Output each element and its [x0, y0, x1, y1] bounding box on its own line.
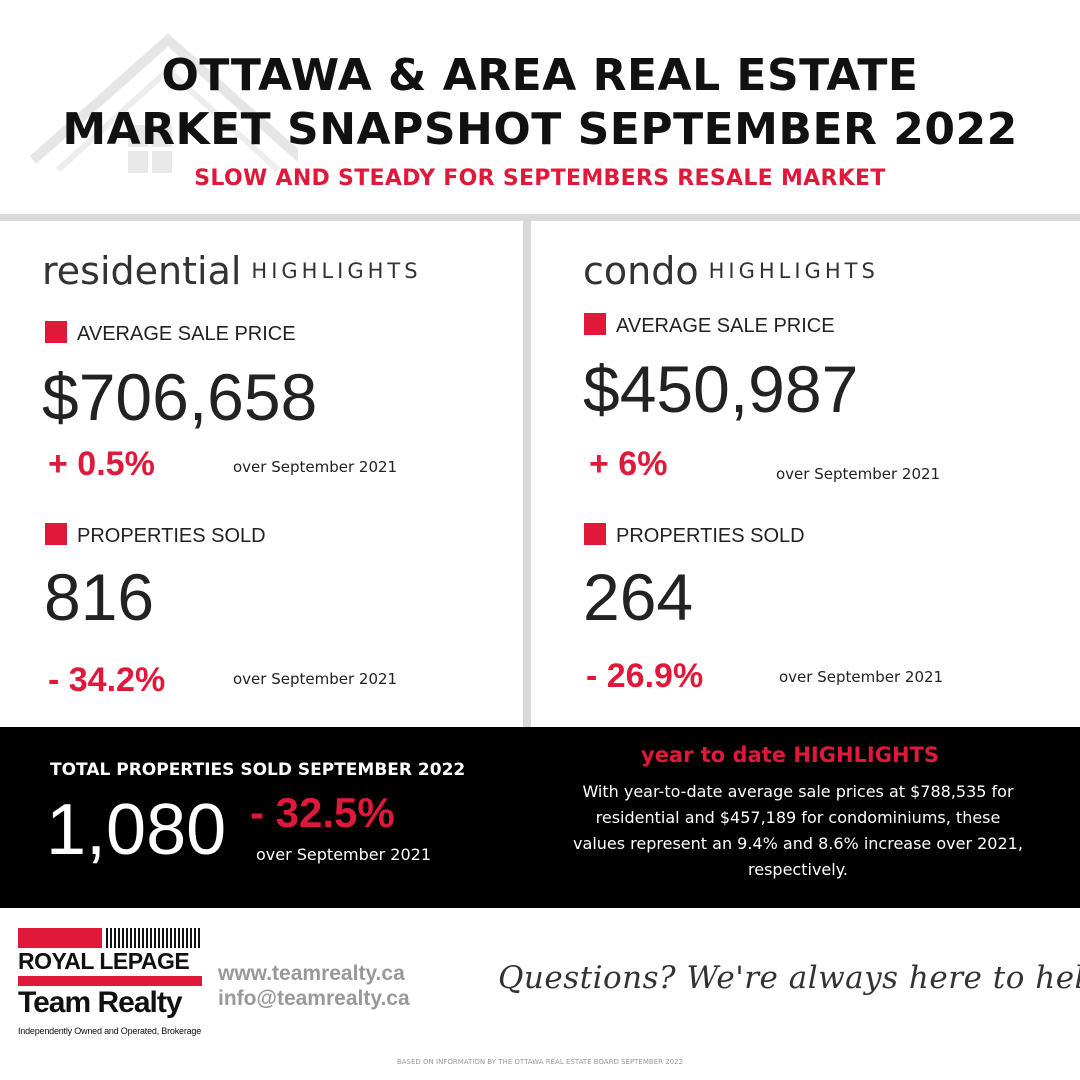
- column-divider: [523, 221, 531, 727]
- residential-highlights-title: residential HIGHLIGHTS: [42, 249, 422, 293]
- header-divider: [0, 214, 1080, 221]
- page-title-line-2: MARKET SNAPSHOT SEPTEMBER 2022: [62, 104, 1018, 155]
- residential-sold: 816: [44, 560, 155, 634]
- contact-info: www.teamrealty.ca info@teamrealty.ca: [218, 961, 410, 1011]
- condo-title-word: condo: [583, 249, 699, 293]
- website-link[interactable]: www.teamrealty.ca: [218, 962, 405, 985]
- condo-avg-price: $450,987: [583, 352, 859, 426]
- email-link[interactable]: info@teamrealty.ca: [218, 987, 410, 1010]
- logo-stripe-pattern: [106, 928, 202, 948]
- condo-sold-label: PROPERTIES SOLD: [584, 523, 805, 548]
- logo-red-bar: [18, 928, 102, 948]
- header: OTTAWA & AREA REAL ESTATE MARKET SNAPSHO…: [0, 0, 1080, 214]
- residential-panel: residential HIGHLIGHTS AVERAGE SALE PRICE…: [0, 221, 523, 727]
- condo-highlights-title: condo HIGHLIGHTS: [583, 249, 879, 293]
- residential-title-highlights: HIGHLIGHTS: [251, 259, 422, 283]
- total-sold-compare: over September 2021: [256, 845, 432, 864]
- condo-title-highlights: HIGHLIGHTS: [708, 259, 879, 283]
- condo-avg-price-label: AVERAGE SALE PRICE: [584, 313, 835, 338]
- totals-band: TOTAL PROPERTIES SOLD SEPTEMBER 2022 1,0…: [0, 727, 1080, 908]
- total-sold-change: - 32.5%: [250, 789, 395, 836]
- total-sold-value: 1,080: [46, 790, 227, 870]
- residential-sold-change: - 34.2%: [48, 661, 166, 699]
- logo-royal-lepage: ROYAL LEPAGE: [18, 948, 190, 974]
- condo-sold-compare: over September 2021: [779, 668, 944, 686]
- ytd-highlights-body: With year-to-date average sale prices at…: [573, 782, 1023, 879]
- page-subtitle: SLOW AND STEADY FOR SEPTEMBERS RESALE MA…: [194, 166, 886, 191]
- condo-panel: condo HIGHLIGHTS AVERAGE SALE PRICE $450,…: [531, 221, 1080, 727]
- red-square-bullet-icon: [45, 321, 67, 343]
- source-note: BASED ON INFORMATION BY THE OTTAWA REAL …: [396, 1058, 684, 1066]
- house-outline-icon: [29, 33, 298, 173]
- logo-team-realty: Team Realty: [18, 986, 183, 1019]
- residential-avg-price-label: AVERAGE SALE PRICE: [45, 321, 296, 346]
- logo-brokerage-note: Independently Owned and Operated, Broker…: [18, 1026, 202, 1036]
- residential-avg-price: $706,658: [42, 360, 318, 434]
- condo-sold-change: - 26.9%: [586, 657, 704, 695]
- residential-avg-price-change: + 0.5%: [48, 445, 155, 483]
- red-square-bullet-icon: [584, 523, 606, 545]
- red-square-bullet-icon: [584, 313, 606, 335]
- page-title-line-1: OTTAWA & AREA REAL ESTATE: [161, 50, 919, 101]
- total-sold-label: TOTAL PROPERTIES SOLD SEPTEMBER 2022: [50, 760, 466, 780]
- condo-avg-price-compare: over September 2021: [776, 465, 941, 483]
- logo-mid-bar: [18, 976, 202, 986]
- condo-avg-price-change: + 6%: [589, 445, 668, 483]
- residential-sold-label: PROPERTIES SOLD: [45, 523, 266, 548]
- residential-title-word: residential: [42, 249, 242, 293]
- footer: ROYAL LEPAGE Team Realty Independently O…: [0, 908, 1080, 1080]
- residential-sold-compare: over September 2021: [233, 670, 398, 688]
- residential-avg-price-compare: over September 2021: [233, 458, 398, 476]
- help-tagline: Questions? We're always here to help: [498, 960, 1080, 996]
- red-square-bullet-icon: [45, 523, 67, 545]
- royal-lepage-logo: ROYAL LEPAGE Team Realty Independently O…: [18, 928, 204, 1044]
- ytd-highlights-title: year to date HIGHLIGHTS: [641, 743, 939, 767]
- condo-sold: 264: [583, 560, 694, 634]
